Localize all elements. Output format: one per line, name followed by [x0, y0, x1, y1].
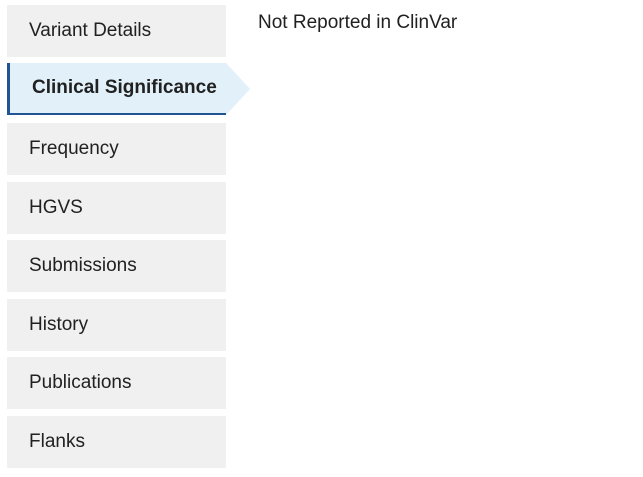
tab-flanks[interactable]: Flanks	[7, 416, 226, 468]
tab-label: Variant Details	[29, 20, 152, 41]
tab-label: Frequency	[29, 138, 119, 159]
tab-clinical-significance[interactable]: Clinical Significance	[7, 63, 250, 115]
tab-label: HGVS	[29, 197, 83, 218]
tab-hgvs[interactable]: HGVS	[7, 182, 226, 234]
tab-frequency[interactable]: Frequency	[7, 123, 226, 175]
tab-label: Publications	[29, 372, 132, 393]
tab-label: Submissions	[29, 255, 137, 276]
tab-label: Clinical Significance	[32, 77, 217, 98]
tab-label: Flanks	[29, 431, 85, 452]
tab-label: History	[29, 314, 89, 335]
tab-submissions[interactable]: Submissions	[7, 240, 226, 292]
tab-history[interactable]: History	[7, 299, 226, 351]
content-message: Not Reported in ClinVar	[258, 12, 458, 33]
tab-variant-details[interactable]: Variant Details	[7, 5, 226, 57]
tab-publications[interactable]: Publications	[7, 357, 226, 409]
